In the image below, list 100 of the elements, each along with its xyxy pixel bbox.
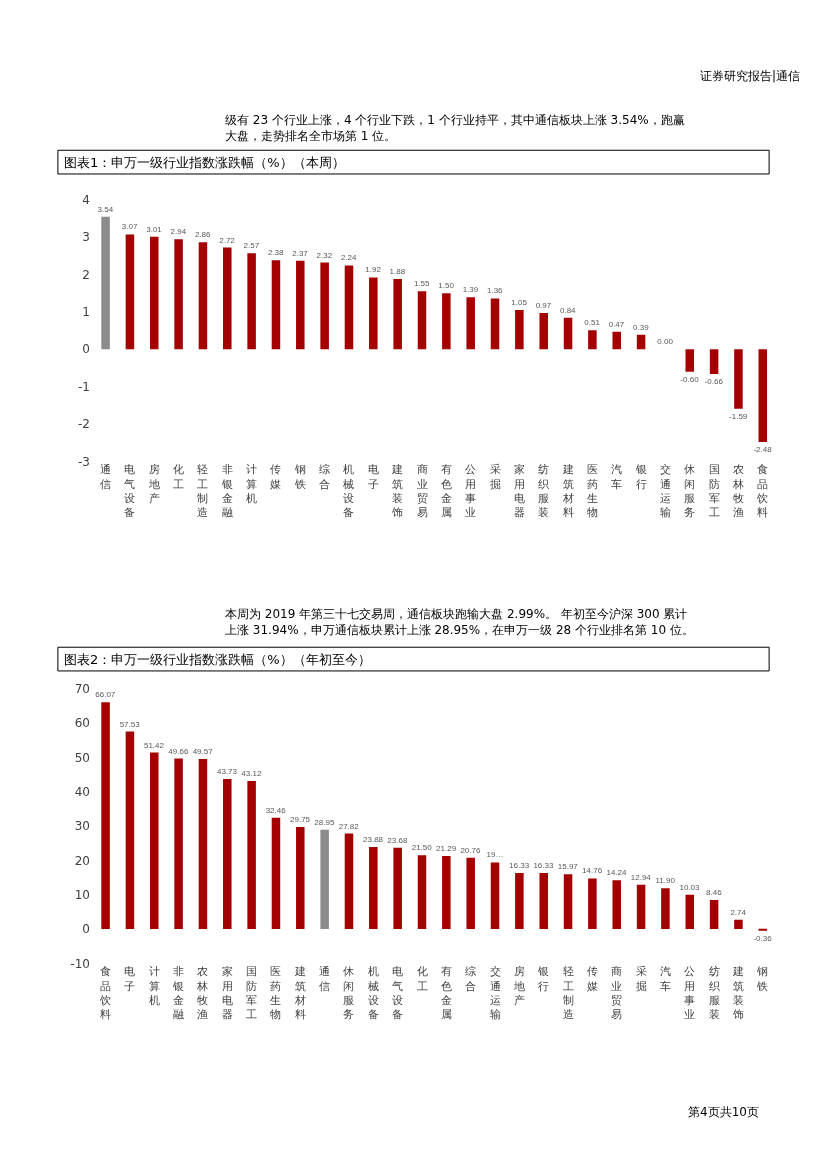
bar (296, 260, 305, 350)
x-tick-label: 建筑材料 (561, 463, 574, 520)
y-tick-label: 10 (74, 887, 90, 902)
bar (758, 928, 768, 931)
y-tick-label: 20 (74, 853, 90, 868)
x-tick-label: 电子 (124, 965, 136, 993)
bar (442, 855, 451, 930)
x-tick-label: 电气设备 (392, 965, 404, 1022)
chart-title: 图表2：申万一级行业指数涨跌幅（%）（年初至今） (64, 652, 371, 667)
data-label: 2.74 (730, 907, 747, 917)
x-tick-label: 建筑材料 (293, 965, 306, 1022)
x-tick-label: 银行 (634, 463, 647, 491)
bar (174, 758, 183, 930)
bar (588, 878, 597, 930)
x-tick-label: 家用电器 (513, 463, 525, 520)
data-label: 2.72 (219, 235, 236, 245)
x-tick-label: 食品饮料 (756, 463, 769, 520)
bar (320, 829, 329, 930)
bar (174, 239, 183, 350)
bar (661, 888, 670, 930)
bar (247, 253, 256, 350)
bar (636, 884, 646, 930)
bar (417, 855, 427, 930)
bar (101, 216, 110, 350)
data-label: 0.47 (608, 319, 625, 329)
x-tick-label: 农林牧渔 (731, 463, 744, 520)
data-label: 3.01 (146, 224, 163, 234)
bar (393, 847, 402, 930)
bar (150, 236, 159, 350)
y-tick-label: 3 (82, 230, 90, 245)
bar (198, 242, 208, 350)
bar (369, 847, 378, 930)
data-label: 1.92 (365, 265, 382, 275)
bar (490, 862, 500, 930)
data-label: 1.39 (462, 285, 479, 295)
data-label: 8.46 (706, 888, 723, 898)
bar (320, 262, 329, 350)
x-tick-label: 休闲服务 (684, 463, 696, 520)
x-tick-label: 食品饮料 (99, 965, 112, 1022)
x-tick-label: 公用事业 (465, 463, 477, 520)
x-tick-label: 电子 (367, 463, 379, 491)
bar (296, 826, 305, 930)
data-label: 2.37 (292, 248, 309, 258)
data-label: 1.55 (413, 279, 431, 289)
text: 证券研究报告|通信 (700, 69, 801, 83)
bar (125, 234, 135, 350)
data-label: 29.75 (290, 814, 311, 824)
data-label: 0.51 (584, 318, 601, 328)
x-tick-label: 非银金融 (220, 463, 233, 520)
bar (490, 298, 500, 350)
x-tick-label: 休闲服务 (343, 965, 355, 1022)
data-label: 1.05 (511, 298, 528, 307)
data-label: 23.88 (363, 835, 384, 845)
text: 级有 23 个行业上涨，4 个行业下跌，1 个行业持平，其中通信板块上涨 3.54%，跑赢大盘，走势排名全市场第 1 位。 (225, 113, 685, 143)
x-tick-label: 机械设备 (343, 463, 355, 520)
bar (539, 873, 548, 930)
bar (588, 330, 597, 350)
data-label: 21.50 (411, 843, 433, 853)
data-label: 19… (486, 850, 504, 860)
data-label: 2.86 (194, 230, 211, 240)
x-tick-label: 医药生物 (586, 463, 598, 520)
y-tick-label: 50 (74, 750, 90, 765)
x-tick-label: 农林牧渔 (196, 965, 209, 1022)
data-label: 2.38 (267, 248, 285, 258)
x-tick-label: 交通运输 (659, 463, 671, 520)
x-tick-label: 银行 (537, 965, 550, 993)
y-tick-label: -1 (78, 379, 90, 394)
x-tick-label: 建筑装饰 (391, 463, 404, 520)
data-label: 49.66 (168, 746, 189, 756)
x-tick-label: 有色金属 (440, 463, 452, 520)
data-label: 15.97 (557, 862, 579, 872)
x-tick-label: 电气设备 (124, 463, 136, 520)
data-label: 0.97 (535, 300, 552, 310)
bar (685, 894, 695, 930)
x-tick-label: 轻工制造 (197, 463, 209, 520)
bar (466, 857, 475, 930)
x-tick-label: 计算机 (148, 965, 160, 1008)
chart-title: 图表1：申万一级行业指数涨跌幅（%）（本周） (64, 155, 345, 170)
x-tick-label: 有色金属 (440, 965, 452, 1022)
bar (344, 833, 354, 930)
data-label: 27.82 (338, 821, 360, 831)
data-label: -0.66 (704, 376, 724, 386)
y-tick-label: -2 (78, 417, 90, 432)
y-tick-label: -3 (78, 454, 90, 469)
data-label: 49.57 (192, 746, 214, 756)
y-tick-label: 4 (82, 192, 90, 207)
bar (466, 297, 475, 350)
data-label: 14.76 (582, 866, 603, 876)
data-label: -2.48 (753, 445, 773, 455)
bar (223, 778, 232, 930)
x-tick-label: 汽车 (611, 463, 623, 491)
y-tick-label: 60 (74, 716, 90, 731)
text: 第4页共10页 (688, 1105, 759, 1119)
y-tick-label: 40 (74, 784, 90, 799)
bar (271, 260, 281, 350)
bar (101, 702, 110, 930)
y-tick-label: -10 (70, 956, 90, 971)
x-tick-label: 非银金融 (172, 965, 185, 1022)
data-label: 43.12 (241, 769, 262, 779)
data-label: 3.07 (121, 222, 138, 232)
